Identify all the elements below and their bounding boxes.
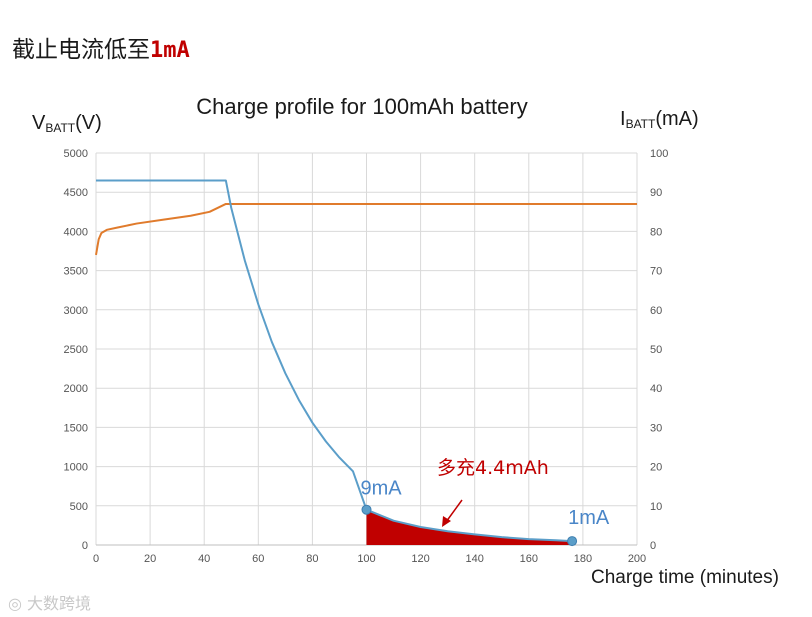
y-right-axis-label: IBATT(mA): [620, 108, 699, 131]
voltage-series-line: [95, 202, 637, 256]
y-left-label-sub: BATT: [45, 121, 76, 135]
y-left-axis-label: VBATT(V): [32, 112, 102, 135]
shaded-region-label: 多充4.4mAh: [437, 457, 549, 479]
watermark-text: 大数跨境: [27, 594, 92, 613]
page-heading: 截止电流低至1mA: [12, 30, 190, 64]
x-tick-label: 200: [628, 553, 646, 565]
x-tick-label: 140: [466, 553, 484, 565]
y-left-tick-label: 1500: [64, 422, 88, 434]
y-left-tick-label: 2500: [64, 344, 88, 356]
y-right-tick-label: 90: [650, 187, 662, 199]
x-tick-label: 80: [306, 553, 318, 565]
watermark: ◎ 大数跨境: [8, 590, 91, 614]
x-tick-label: 100: [357, 553, 375, 565]
y-left-tick-label: 3000: [64, 305, 88, 317]
y-right-tick-label: 0: [650, 540, 656, 552]
heading-highlight: 1mA: [150, 38, 190, 63]
y-right-tick-label: 20: [650, 462, 662, 474]
y-left-tick-label: 2000: [64, 383, 88, 395]
x-tick-label: 40: [198, 553, 210, 565]
annotation-arrow-head: [442, 516, 451, 527]
y-left-tick-label: 5000: [64, 148, 88, 160]
y-right-tick-label: 50: [650, 344, 662, 356]
y-right-tick-label: 40: [650, 383, 662, 395]
x-tick-label: 120: [411, 553, 429, 565]
y-left-label-main: V: [32, 112, 46, 134]
marker-label: 1mA: [568, 507, 610, 529]
y-left-tick-label: 0: [82, 540, 88, 552]
y-right-label-unit: (mA): [655, 108, 699, 130]
y-left-label-unit: (V): [75, 112, 102, 134]
y-right-tick-label: 70: [650, 266, 662, 278]
y-right-tick-label: 100: [650, 148, 668, 160]
marker-label: 9mA: [361, 478, 403, 500]
annotation-arrow-line: [445, 499, 463, 523]
y-left-tick-label: 1000: [64, 462, 88, 474]
y-left-tick-label: 4500: [64, 187, 88, 199]
x-tick-label: 160: [520, 553, 538, 565]
current-series-line: [96, 179, 573, 543]
chart-title: Charge profile for 100mAh battery: [196, 94, 528, 119]
x-tick-label: 180: [574, 553, 592, 565]
y-right-label-main: I: [620, 108, 626, 130]
watermark-logo-icon: ◎: [8, 594, 28, 613]
y-right-tick-label: 30: [650, 422, 662, 434]
y-left-tick-label: 3500: [64, 266, 88, 278]
y-right-tick-label: 80: [650, 226, 662, 238]
y-right-tick-label: 10: [650, 501, 662, 513]
x-axis-label: Charge time (minutes): [591, 567, 779, 588]
y-right-tick-label: 60: [650, 305, 662, 317]
data-point-marker: [361, 504, 372, 515]
x-tick-label: 0: [93, 553, 99, 565]
y-left-tick-label: 4000: [64, 226, 88, 238]
data-point-marker: [567, 536, 578, 547]
shaded-extra-charge-area: [366, 509, 573, 545]
x-tick-label: 20: [144, 553, 156, 565]
y-right-label-sub: BATT: [625, 117, 656, 131]
x-tick-label: 60: [252, 553, 264, 565]
y-left-tick-label: 500: [70, 501, 88, 513]
heading-prefix: 截止电流低至: [12, 37, 150, 63]
